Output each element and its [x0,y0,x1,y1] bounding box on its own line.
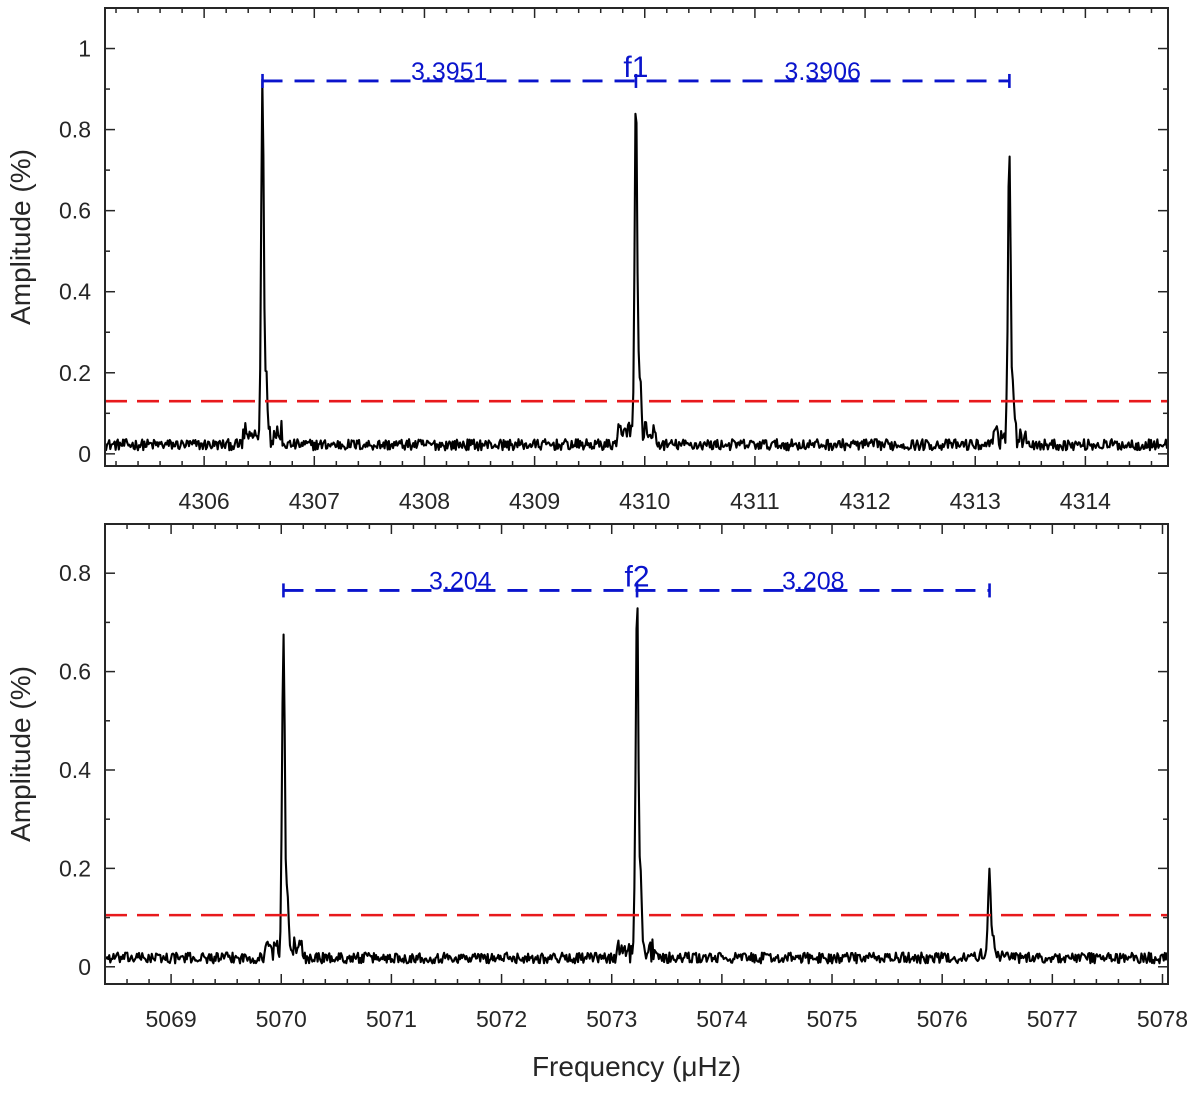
axes-box [104,523,1169,985]
x-tick-label: 5078 [1137,1006,1188,1032]
x-tick-label: 5073 [586,1006,637,1032]
y-tick-label: 0.8 [59,560,91,586]
y-tick-label: 0.2 [59,360,91,386]
peak-label: f1 [623,51,648,84]
y-tick-label: 0.4 [59,757,91,783]
x-tick-label: 4306 [179,488,230,514]
panel-2: 3.204 3.208 f2 5069 5070 5071 5072 5073 5074 5075… [5,523,1188,1082]
y-tick-label: 0.4 [59,279,91,305]
axes-box [104,7,1169,467]
x-tick-label: 5070 [256,1006,307,1032]
x-tick-label: 4308 [399,488,450,514]
y-tick-label: 0 [78,954,91,980]
y-tick-label: 0.2 [59,855,91,881]
x-tick-label: 5069 [146,1006,197,1032]
spectrum-line [105,607,1168,965]
x-tick-label: 4313 [950,488,1001,514]
spectrum-line [105,78,1168,452]
y-axis-title: Amplitude (%) [5,666,36,842]
x-tick-label: 4314 [1060,488,1111,514]
splitting-label-left: 3.204 [429,567,492,595]
x-axis-title: Frequency (μHz) [532,1051,741,1082]
y-tick-label: 0.8 [59,117,91,143]
y-tick-label: 0.6 [59,659,91,685]
x-tick-label: 5074 [696,1006,747,1032]
x-tick-label: 5072 [476,1006,527,1032]
splitting-label-left: 3.3951 [411,58,487,86]
panel-1: 3.3951 3.3906 f1 4306 4307 4308 4309 4310 4311 43… [5,7,1169,514]
x-tick-label: 4310 [619,488,670,514]
x-tick-label: 4309 [509,488,560,514]
x-tick-label: 5076 [917,1006,968,1032]
y-axis-title: Amplitude (%) [5,149,36,325]
y-tick-label: 0.6 [59,198,91,224]
x-tick-label: 4311 [730,488,779,514]
splitting-label-right: 3.3906 [784,58,860,86]
peak-label: f2 [625,560,650,593]
x-tick-label: 4307 [289,488,340,514]
splitting-label-right: 3.208 [782,567,845,595]
x-tick-label: 5071 [366,1006,417,1032]
y-tick-label: 0 [78,441,91,467]
y-tick-label: 1 [78,36,91,62]
x-tick-label: 5077 [1027,1006,1078,1032]
x-tick-label: 5075 [806,1006,857,1032]
x-tick-label: 4312 [839,488,890,514]
